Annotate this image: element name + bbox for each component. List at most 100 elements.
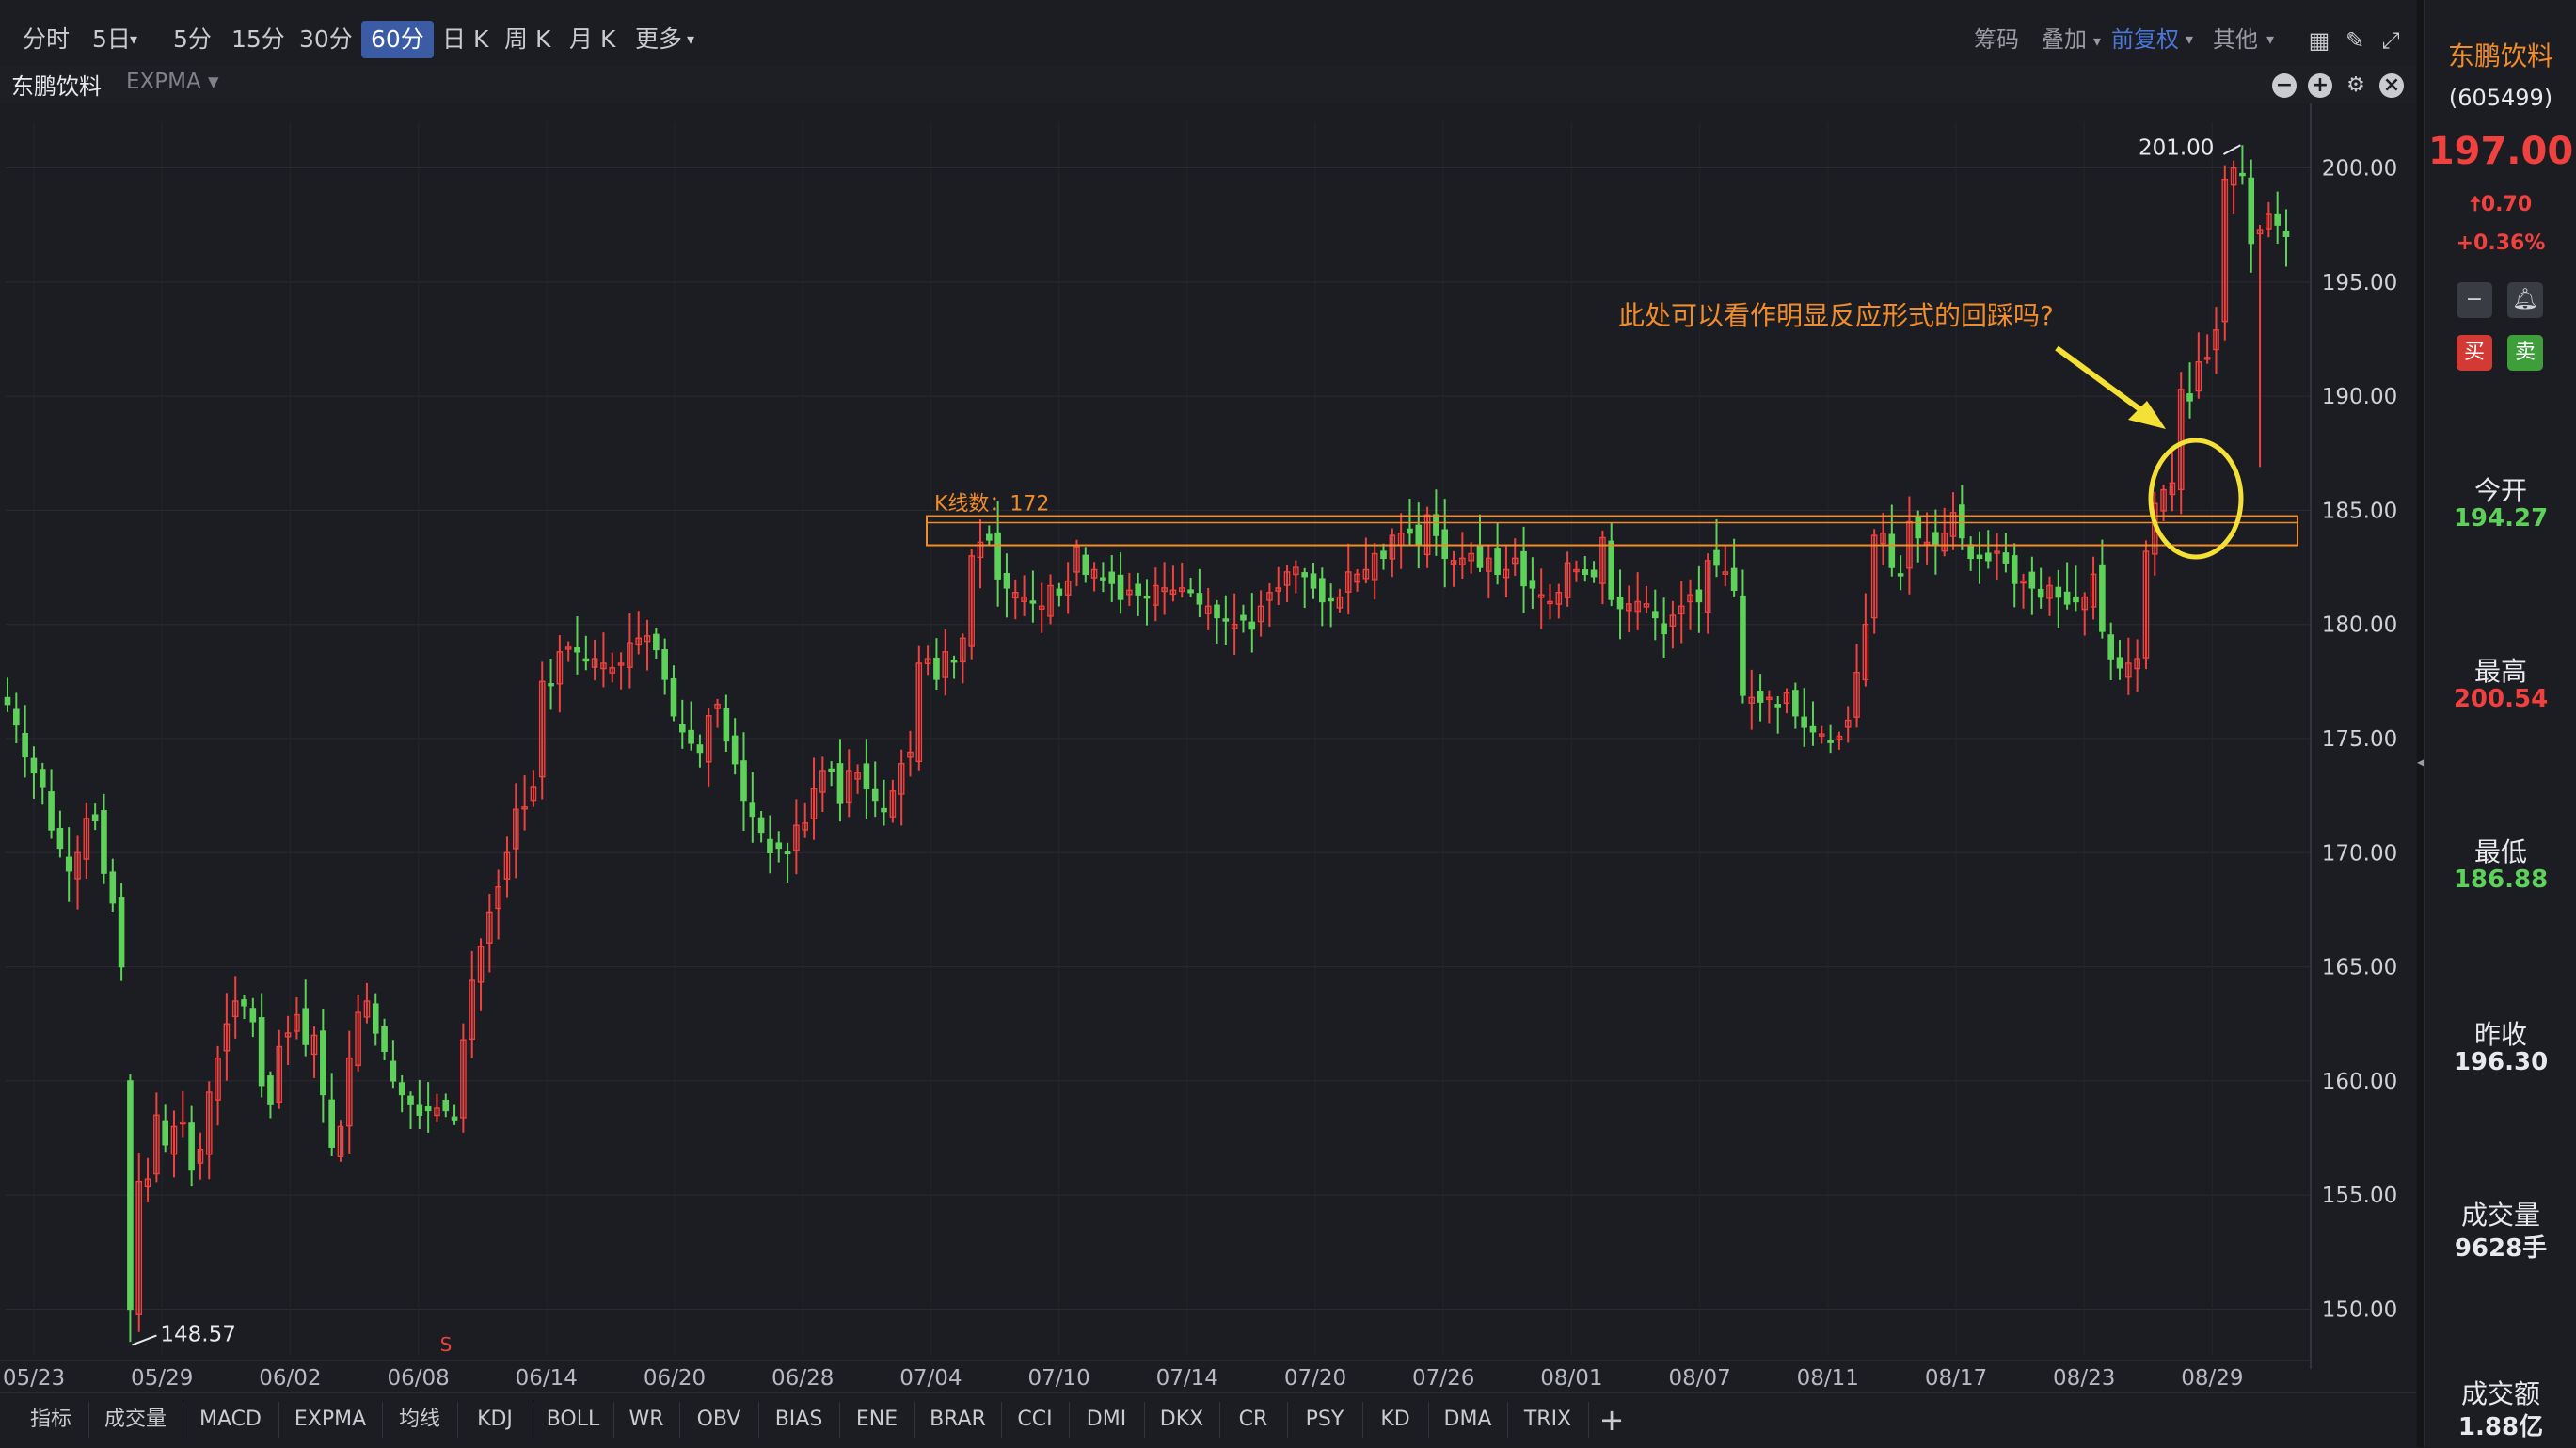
candle-body (881, 807, 887, 813)
chevron-down-icon[interactable]: ▾ (2266, 30, 2275, 48)
minimize-icon[interactable]: − (2272, 73, 2297, 98)
candle-body (30, 757, 38, 774)
chips-button[interactable]: 筹码 (1974, 26, 2019, 53)
indicator-tab-11[interactable]: BRAR (914, 1402, 1002, 1438)
candle-body (1661, 623, 1667, 635)
collapse-arrow-icon[interactable]: ◀ (2417, 753, 2428, 775)
indicator-tab-2[interactable]: MACD (183, 1402, 279, 1438)
candle-body (1415, 524, 1423, 546)
candle-body (1187, 589, 1194, 594)
y-tick-label: 160.00 (2322, 1070, 2397, 1094)
candle-body (91, 814, 99, 822)
settings-gear-icon[interactable]: ⚙ (2346, 73, 2365, 97)
stat-label: 最低 (2473, 836, 2527, 867)
draw-pen-icon[interactable]: ✎ (2345, 27, 2365, 54)
indicator-tab-4[interactable]: 均线 (382, 1402, 458, 1438)
indicator-tab-18[interactable]: DMA (1428, 1402, 1508, 1438)
candle-body (355, 1011, 361, 1067)
candle-body (1266, 592, 1273, 601)
indicator-tab-8[interactable]: OBV (679, 1402, 759, 1438)
stat-label: 成交量 (2460, 1200, 2540, 1231)
sell-button[interactable]: 卖 (2507, 335, 2543, 371)
candle-body (1766, 696, 1773, 701)
add-icon[interactable]: + (2308, 73, 2332, 98)
indicator-tab-5[interactable]: KDJ (457, 1402, 533, 1438)
candle-body (1047, 584, 1054, 617)
chevron-down-icon[interactable]: ▾ (130, 30, 138, 48)
fullscreen-icon[interactable]: ⤢ (2381, 27, 2400, 54)
timeframe-tab-5[interactable]: 60分 (361, 21, 434, 58)
timeframe-tab-4[interactable]: 30分 (299, 25, 353, 53)
x-tick-label: 07/14 (1156, 1366, 1218, 1391)
indicator-selector[interactable]: EXPMA ▾ (126, 70, 219, 94)
timeframe-tab-6[interactable]: 日 K (442, 25, 489, 53)
candle-body (1169, 589, 1177, 596)
candle-body (170, 1125, 178, 1155)
timeframe-tab-8[interactable]: 月 K (569, 25, 616, 53)
candle-body (1678, 605, 1685, 615)
timeframe-tab-0[interactable]: 分时 (23, 25, 71, 53)
candle-body (688, 729, 694, 744)
candle-body (2274, 213, 2281, 226)
candle-body (705, 715, 712, 763)
candle-body (135, 1180, 143, 1315)
indicator-tab-9[interactable]: BIAS (758, 1402, 840, 1438)
candle-body (582, 658, 590, 662)
indicator-tab-12[interactable]: CCI (1001, 1402, 1070, 1438)
x-tick-label: 07/04 (899, 1366, 962, 1391)
other-button[interactable]: 其他 (2213, 26, 2258, 53)
candle-body (661, 649, 668, 680)
candle-body (600, 662, 607, 670)
indicator-tab-16[interactable]: PSY (1287, 1402, 1363, 1438)
candle-body (1011, 592, 1019, 599)
candle-body (39, 769, 46, 788)
layout-grid-icon[interactable]: ▦ (2308, 27, 2330, 54)
indicator-tab-6[interactable]: BOLL (533, 1402, 614, 1438)
adjust-button[interactable]: 前复权 (2111, 26, 2179, 53)
indicator-tabs-bar (0, 1392, 2416, 1448)
timeframe-tab-2[interactable]: 5分 (173, 25, 212, 53)
candle-body (1599, 536, 1606, 584)
candle-body (1021, 596, 1027, 602)
indicator-tab-1[interactable]: 成交量 (88, 1402, 183, 1438)
add-indicator-button[interactable]: + (1598, 1402, 1625, 1438)
candle-body (845, 770, 852, 804)
chevron-down-icon[interactable]: ▾ (687, 30, 695, 48)
candle-body (2063, 591, 2071, 605)
indicator-tab-17[interactable]: KD (1362, 1402, 1429, 1438)
candle-body (1319, 578, 1326, 603)
timeframe-tab-3[interactable]: 15分 (231, 25, 285, 53)
timeframe-tab-9[interactable]: 更多 (635, 25, 683, 53)
indicator-tab-14[interactable]: DKX (1144, 1402, 1220, 1438)
candle-body (2116, 657, 2123, 669)
indicator-tab-0[interactable]: 指标 (13, 1402, 89, 1438)
candle-body (1293, 566, 1299, 576)
indicator-tab-13[interactable]: DMI (1069, 1402, 1145, 1438)
stat-value: 9628手 (2454, 1234, 2548, 1263)
candle-body (635, 637, 643, 646)
candle-body (2239, 172, 2246, 177)
candle-body (1423, 514, 1431, 556)
panel-splitter[interactable] (2417, 0, 2424, 1447)
indicator-tab-10[interactable]: ENE (839, 1402, 915, 1438)
indicator-tab-3[interactable]: EXPMA (278, 1402, 383, 1438)
chevron-down-icon[interactable]: ▾ (2093, 32, 2102, 50)
candle-body (153, 1114, 160, 1175)
candle-body (1459, 557, 1466, 565)
bell-alert-icon[interactable]: 🔔︎ (2507, 282, 2543, 318)
chevron-down-icon[interactable]: ▾ (2186, 30, 2194, 48)
indicator-tab-15[interactable]: CR (1219, 1402, 1288, 1438)
buy-button[interactable]: 买 (2457, 335, 2492, 371)
candlestick-chart[interactable]: 200.00 195.00 190.00 185.00 180.00 175.00 170.… (0, 103, 2416, 1392)
timeframe-tab-7[interactable]: 周 K (504, 25, 551, 53)
timeframe-tab-1[interactable]: 5日 (92, 25, 131, 53)
candle-body (249, 1008, 257, 1023)
candle-body (1090, 568, 1098, 579)
overlay-button[interactable]: 叠加 (2042, 26, 2087, 53)
indicator-tab-19[interactable]: TRIX (1507, 1402, 1589, 1438)
remove-watch-icon[interactable]: − (2457, 282, 2492, 318)
candle-body (1976, 554, 1983, 560)
indicator-tab-7[interactable]: WR (613, 1402, 680, 1438)
close-icon[interactable]: × (2379, 73, 2404, 98)
candle-body (215, 1057, 221, 1101)
